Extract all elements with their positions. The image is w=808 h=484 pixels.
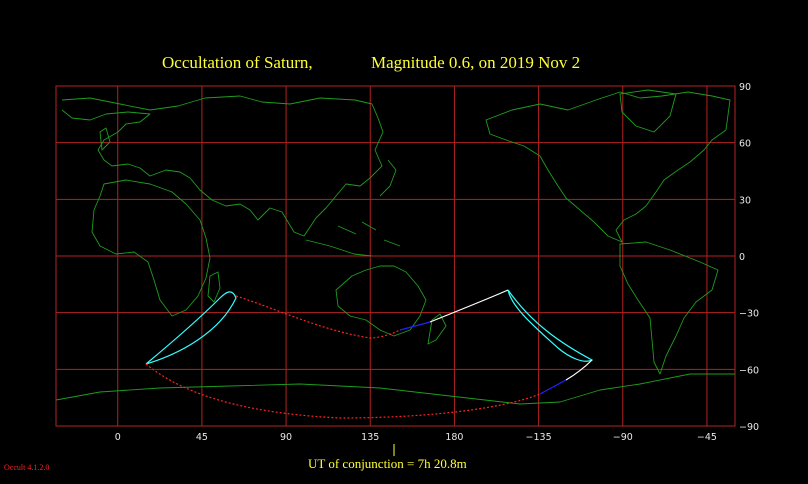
coast-greenland bbox=[619, 89, 677, 133]
longitude-tick-label: −90 bbox=[613, 432, 633, 443]
coast-north-america bbox=[485, 91, 731, 243]
longitude-tick-label: 135 bbox=[361, 432, 379, 443]
title-object: Occultation of Saturn, bbox=[162, 53, 313, 72]
west-limit-curve bbox=[145, 291, 237, 365]
coast-madagascar bbox=[207, 271, 221, 303]
coast-africa bbox=[91, 179, 211, 317]
south-limit-day bbox=[565, 359, 593, 381]
longitude-labels: 0 45 90 135 180 −135 −90 −45 bbox=[115, 432, 717, 443]
latitude-labels: 90 60 30 0 −30 −60 −90 bbox=[739, 82, 759, 433]
longitude-tick-label: 90 bbox=[280, 432, 292, 443]
coast-australia bbox=[335, 265, 427, 337]
coast-japan bbox=[379, 159, 397, 197]
east-limit-curve bbox=[507, 289, 594, 362]
coast-south-america bbox=[619, 241, 719, 375]
latitude-tick-label: −90 bbox=[739, 422, 759, 433]
latitude-tick-label: 90 bbox=[739, 82, 751, 93]
north-limit-twilight bbox=[399, 321, 431, 331]
north-limit-day bbox=[429, 289, 509, 323]
version-label: Occult 4.1.2.0 bbox=[4, 463, 49, 472]
latitude-tick-label: −60 bbox=[739, 365, 759, 376]
latitude-tick-label: 60 bbox=[739, 139, 751, 150]
coast-uk bbox=[99, 127, 111, 151]
latitude-tick-label: 0 bbox=[739, 252, 745, 263]
coast-new-zealand bbox=[427, 313, 447, 345]
title-details: Magnitude 0.6, on 2019 Nov 2 bbox=[371, 53, 580, 72]
north-limit-night bbox=[235, 295, 401, 339]
coast-indonesia bbox=[305, 221, 401, 257]
south-limit-night bbox=[145, 363, 541, 419]
south-limit-twilight bbox=[539, 379, 567, 395]
coast-antarctica bbox=[55, 373, 735, 405]
longitude-tick-label: −135 bbox=[526, 432, 552, 443]
longitude-tick-label: −45 bbox=[697, 432, 717, 443]
occultation-paths bbox=[145, 289, 594, 419]
latitude-tick-label: −30 bbox=[739, 309, 759, 320]
longitude-tick-label: 180 bbox=[445, 432, 463, 443]
latitude-tick-label: 30 bbox=[739, 195, 751, 206]
graticule bbox=[56, 86, 735, 426]
coast-europe-asia bbox=[61, 95, 384, 237]
conjunction-time-label: UT of conjunction = 7h 20.8m bbox=[308, 456, 467, 471]
coastlines bbox=[55, 89, 735, 405]
longitude-tick-label: 0 bbox=[115, 432, 121, 443]
longitude-tick-label: 45 bbox=[196, 432, 208, 443]
